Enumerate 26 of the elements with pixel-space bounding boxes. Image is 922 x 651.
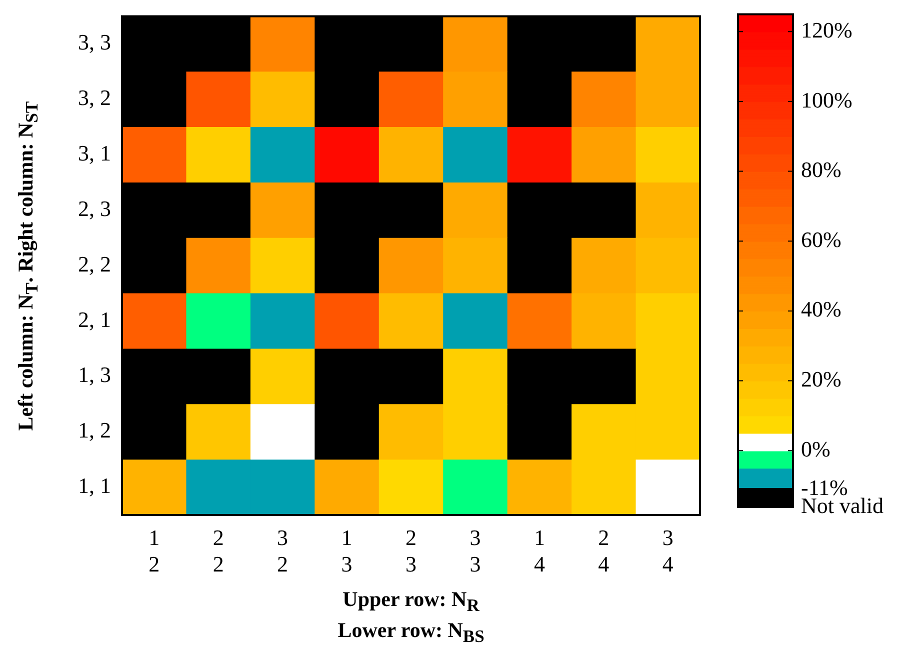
y-tick-label: 1, 1 — [78, 473, 111, 498]
color-bar-label: 120% — [801, 17, 852, 42]
color-bar-label: 60% — [801, 226, 842, 252]
y-tick-label: 3, 1 — [78, 140, 111, 166]
x-tick-label: 1 2 — [148, 524, 160, 576]
x-tick-label: 2 2 — [212, 524, 224, 576]
y-tick-label: 1, 3 — [78, 362, 111, 388]
y-tick-label: 2, 1 — [78, 306, 111, 332]
x-tick-label: 3 3 — [470, 524, 481, 576]
x-tick-label: 1 3 — [341, 524, 352, 576]
x-tick-label: 3 2 — [277, 524, 288, 576]
x-tick-label: 3 4 — [662, 524, 674, 576]
x-tick-label: 2 3 — [406, 524, 416, 576]
y-tick-label: 2, 2 — [78, 251, 111, 276]
y-tick-label: 3, 3 — [78, 30, 111, 55]
y-tick-label: 2, 3 — [78, 196, 111, 221]
x-tick-label: 2 4 — [598, 524, 610, 576]
color-bar-label: 20% — [801, 366, 842, 392]
y-tick-label: 1, 2 — [78, 418, 111, 443]
color-bar-label: 40% — [801, 296, 842, 322]
y-tick-label: 3, 2 — [78, 85, 111, 110]
color-bar-label: 0% — [801, 436, 830, 462]
x-axis-title: Upper row: N$_{R}$ Lower row: N$_{BS}$ — [338, 587, 484, 648]
x-tick-label: 1 4 — [534, 524, 545, 576]
color-bar-label: 80% — [801, 157, 842, 182]
color-bar-label: 100% — [801, 87, 852, 112]
